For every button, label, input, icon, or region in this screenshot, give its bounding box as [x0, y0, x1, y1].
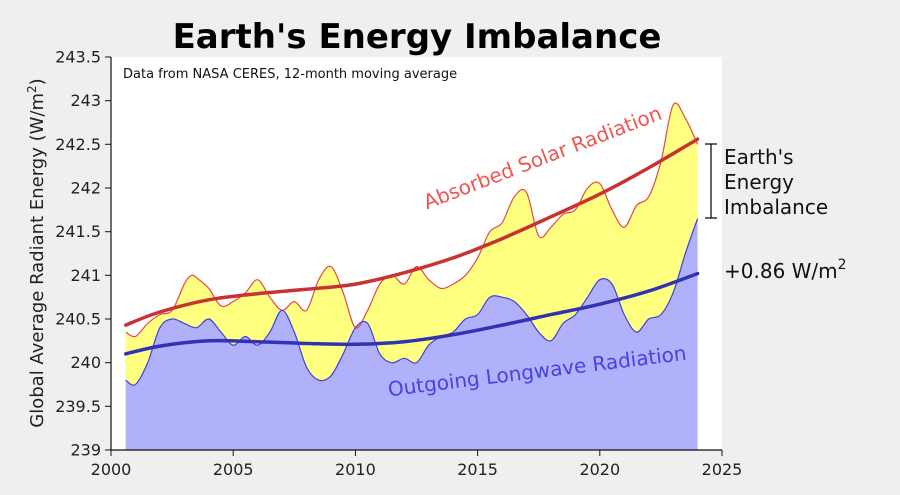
y-tick-label: 241.5 [55, 222, 101, 241]
x-tick-label: 2015 [457, 460, 498, 479]
x-tick-label: 2020 [579, 460, 620, 479]
imbalance-value-superscript: 2 [838, 257, 847, 273]
trend-line-layer [123, 137, 700, 356]
x-axis-ticks: 2000 2005 2010 2015 2020 2025 [91, 450, 743, 479]
y-tick-label: 243 [70, 91, 101, 110]
y-axis-title: Global Average Radiant Energy (W/m2) [25, 78, 48, 427]
y-tick-label: 242.5 [55, 135, 101, 154]
outgoing-longwave-fill [125, 218, 698, 450]
data-source-note: Data from NASA CERES, 12-month moving av… [123, 67, 457, 82]
area-layer [125, 102, 699, 450]
outgoing-longwave-series-line [125, 218, 699, 386]
absorbed-solar-series-line [125, 102, 699, 338]
imbalance-label-line-1: Earth's [724, 145, 794, 169]
y-axis-title-superscript: 2 [25, 85, 39, 93]
absorbed-solar-trend-line [123, 137, 700, 327]
x-tick-label: 2010 [335, 460, 376, 479]
imbalance-label-line-3: Imbalance [724, 195, 828, 219]
y-tick-label: 240.5 [55, 310, 101, 329]
outgoing-longwave-trend-line [123, 271, 700, 356]
y-axis-title-close: ) [27, 78, 48, 85]
y-tick-label: 241 [70, 266, 101, 285]
y-tick-label: 243.5 [55, 48, 101, 67]
imbalance-value: +0.86 W/m2 [724, 257, 847, 283]
x-tick-label: 2000 [91, 460, 132, 479]
y-axis-title-main: Global Average Radiant Energy (W/m [27, 93, 48, 428]
x-tick-label: 2005 [213, 460, 254, 479]
imbalance-label-line-2: Energy [724, 170, 794, 194]
axes [110, 57, 722, 451]
y-tick-label: 240 [70, 353, 101, 372]
imbalance-bracket [705, 143, 717, 219]
y-axis-ticks: 239 239.5 240 240.5 241 241.5 242 242.5 243 243.5 [55, 48, 111, 460]
chart-title: Earth's Energy Imbalance [173, 17, 662, 57]
imbalance-value-main: +0.86 W/m [724, 259, 838, 283]
x-tick-label: 2025 [702, 460, 743, 479]
y-tick-label: 239.5 [55, 397, 101, 416]
y-tick-label: 242 [70, 179, 101, 198]
y-tick-label: 239 [70, 441, 101, 460]
